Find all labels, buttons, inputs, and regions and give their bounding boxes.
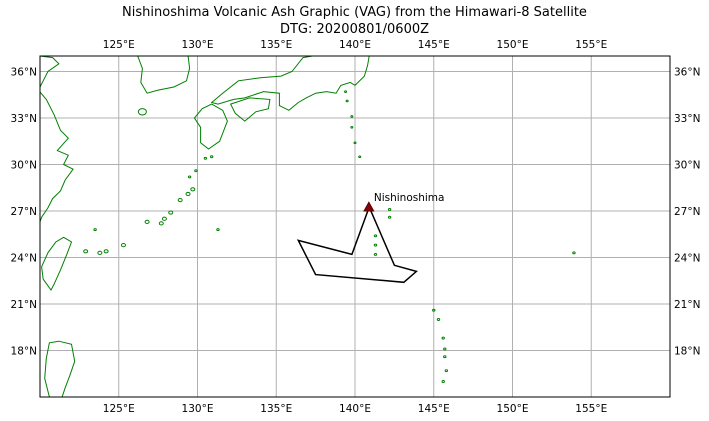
kyushu-coastline xyxy=(193,103,228,150)
ryukyu-island xyxy=(97,250,103,255)
pacific-island xyxy=(387,207,392,211)
ryukyu-island xyxy=(185,191,191,197)
izu-island xyxy=(350,126,354,129)
map-subtitle-dtg: DTG: 20200801/0600Z xyxy=(279,22,430,37)
ryukyu-island xyxy=(161,216,167,221)
lon-tick-label-bottom: 140°E xyxy=(339,403,371,415)
lon-tick-label-top: 135°E xyxy=(260,39,292,51)
izu-island xyxy=(358,155,362,159)
izu-island xyxy=(345,99,349,103)
lon-tick-label-top: 125°E xyxy=(103,39,135,51)
taiwan-coastline xyxy=(41,236,73,292)
lat-tick-label-left: 33°N xyxy=(11,113,37,125)
volcano-label: Nishinoshima xyxy=(374,192,445,204)
small-island xyxy=(187,175,192,179)
pacific-island xyxy=(373,252,378,256)
pacific-island xyxy=(572,251,576,255)
small-island xyxy=(209,155,214,159)
izu-island xyxy=(350,115,354,118)
small-island xyxy=(203,156,208,160)
lat-tick-label-right: 18°N xyxy=(674,346,700,358)
lon-tick-label-top: 155°E xyxy=(575,39,607,51)
lat-tick-label-right: 36°N xyxy=(674,67,700,79)
honshu-coastline xyxy=(210,56,370,111)
volcano-triangle-icon xyxy=(363,201,375,212)
volcano-layer: Nishinoshima xyxy=(363,192,445,212)
ryukyu-island xyxy=(177,198,183,203)
map-title: Nishinoshima Volcanic Ash Graphic (VAG) … xyxy=(122,5,587,20)
lat-tick-label-left: 27°N xyxy=(11,206,37,218)
volcanic-ash-polygon xyxy=(296,205,418,284)
lat-tick-label-left: 36°N xyxy=(11,67,37,79)
izu-island xyxy=(344,90,348,93)
lon-tick-label-bottom: 130°E xyxy=(182,403,214,415)
lon-tick-label-top: 150°E xyxy=(497,39,529,51)
lon-tick-label-top: 140°E xyxy=(339,39,371,51)
pacific-island xyxy=(373,234,378,238)
lat-tick-label-right: 21°N xyxy=(674,299,700,311)
pacific-island xyxy=(441,380,445,383)
jeju-island xyxy=(137,108,147,116)
map-frame xyxy=(39,55,671,398)
korea-coastline xyxy=(137,56,191,94)
lon-tick-label-top: 130°E xyxy=(182,39,214,51)
lon-tick-label-bottom: 155°E xyxy=(575,403,607,415)
lat-tick-label-right: 33°N xyxy=(674,113,700,125)
lon-tick-label-bottom: 125°E xyxy=(103,403,135,415)
axis-ticks: 125°E 125°E 130°E 130°E 135°E 135°E 140°E 140°E… xyxy=(11,39,701,415)
ryukyu-island xyxy=(103,249,109,254)
ryukyu-island xyxy=(83,249,89,254)
luzon-coastline xyxy=(44,340,76,397)
china-coastline xyxy=(40,56,74,222)
lon-tick-label-bottom: 150°E xyxy=(497,403,529,415)
ryukyu-island xyxy=(190,187,196,192)
pacific-island xyxy=(443,355,447,359)
ryukyu-island xyxy=(168,210,174,215)
ryukyu-island xyxy=(120,243,126,248)
lat-tick-label-left: 30°N xyxy=(11,160,37,172)
pacific-island xyxy=(441,336,445,340)
gridlines xyxy=(40,56,670,397)
pacific-island xyxy=(436,318,441,321)
lat-tick-label-right: 24°N xyxy=(674,253,700,265)
pacific-island xyxy=(443,347,447,351)
lon-tick-label-top: 145°E xyxy=(418,39,450,51)
pacific-island xyxy=(444,369,449,373)
small-island xyxy=(216,228,220,232)
lat-tick-label-right: 30°N xyxy=(674,160,700,172)
coastlines xyxy=(40,56,576,397)
lat-tick-label-left: 18°N xyxy=(11,346,37,358)
pacific-island xyxy=(432,308,436,312)
shikoku-coastline xyxy=(229,97,271,122)
lat-tick-label-right: 27°N xyxy=(674,206,700,218)
small-island xyxy=(194,169,198,173)
small-island xyxy=(93,228,97,232)
lat-tick-label-left: 24°N xyxy=(11,253,37,265)
ash-cloud-layer xyxy=(296,205,418,284)
ryukyu-island xyxy=(158,221,164,226)
lon-tick-label-bottom: 135°E xyxy=(260,403,292,415)
pacific-island xyxy=(387,215,392,219)
pacific-island xyxy=(373,243,378,247)
ryukyu-island xyxy=(144,219,150,224)
lat-tick-label-left: 21°N xyxy=(11,299,37,311)
lon-tick-label-bottom: 145°E xyxy=(418,403,450,415)
izu-island xyxy=(353,141,357,145)
